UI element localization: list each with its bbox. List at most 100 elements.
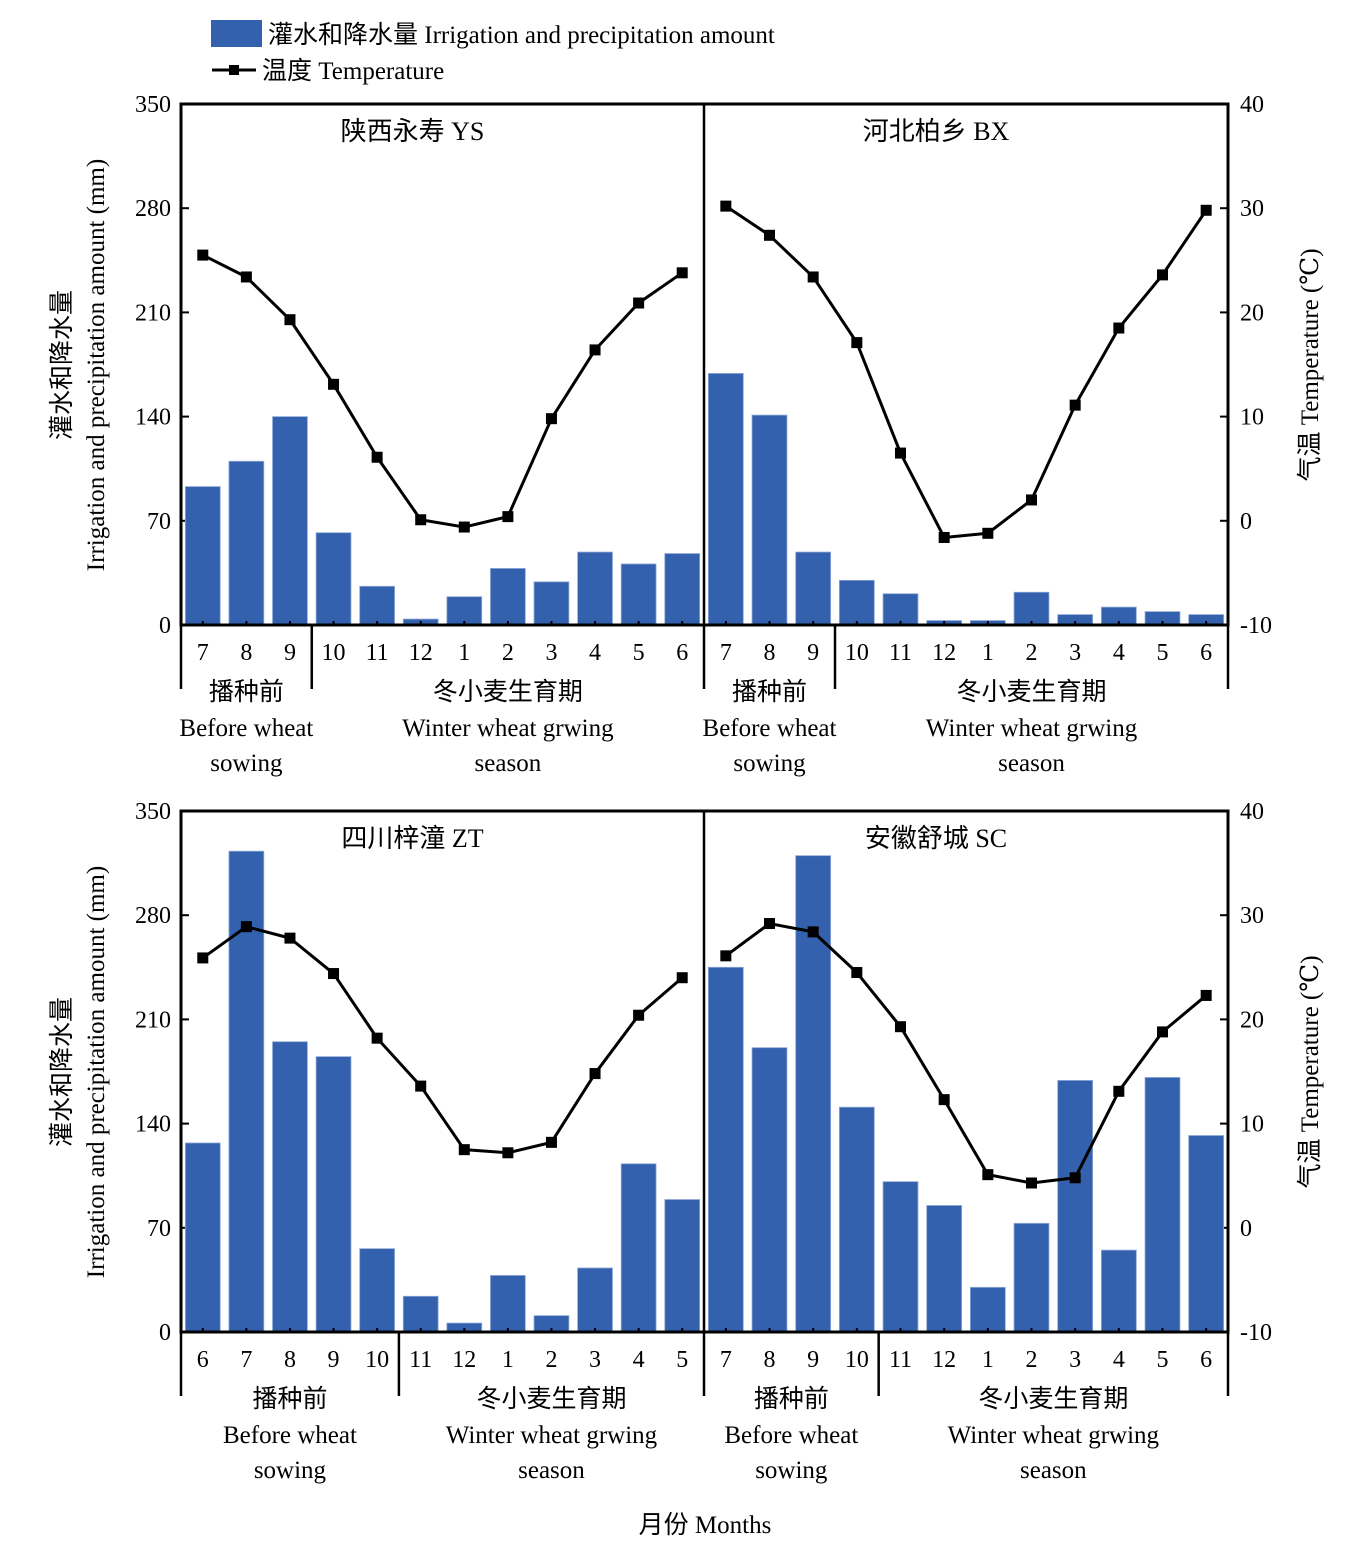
period-label-season-en: Winter wheat grwing bbox=[926, 715, 1138, 742]
bar bbox=[795, 551, 832, 626]
temperature-marker bbox=[633, 297, 645, 309]
temperature-marker bbox=[328, 968, 340, 980]
period-label-season-en: Winter wheat grwing bbox=[446, 1422, 658, 1449]
temperature-marker bbox=[676, 972, 688, 984]
temperature-marker bbox=[1200, 204, 1212, 216]
x-tick-label: 11 bbox=[366, 640, 389, 666]
x-tick-label: 8 bbox=[240, 640, 252, 666]
temperature-marker bbox=[633, 1009, 645, 1021]
period-label-before-en: Before wheat bbox=[724, 1422, 858, 1449]
bar bbox=[664, 553, 701, 626]
temperature-line bbox=[724, 922, 1208, 1185]
right-tick-label: 40 bbox=[1240, 799, 1264, 825]
bar bbox=[315, 1056, 352, 1333]
left-tick-label: 70 bbox=[147, 509, 171, 535]
bar bbox=[577, 551, 613, 626]
temperature-marker bbox=[415, 1080, 427, 1092]
x-tick-label: 8 bbox=[284, 1347, 296, 1373]
x-tick-label: 10 bbox=[322, 640, 346, 666]
period-label-before-cn: 播种前 bbox=[732, 678, 807, 706]
x-tick-label: 4 bbox=[633, 1347, 645, 1373]
temperature-marker bbox=[284, 314, 296, 326]
x-tick-label: 10 bbox=[845, 1347, 869, 1373]
period-label-season-en: season bbox=[998, 750, 1065, 777]
x-tick-label: 3 bbox=[589, 1347, 601, 1373]
bar bbox=[359, 1248, 395, 1333]
temperature-marker bbox=[284, 932, 296, 944]
temperature-marker bbox=[807, 926, 819, 938]
period-label-before-cn: 播种前 bbox=[252, 1385, 327, 1413]
x-tick-label: 12 bbox=[932, 1347, 956, 1373]
period-label-before-cn: 播种前 bbox=[754, 1385, 829, 1413]
x-tick-label: 6 bbox=[1200, 1347, 1212, 1373]
temperature-line bbox=[202, 253, 684, 529]
temperature-marker bbox=[764, 918, 775, 930]
x-tick-label: 8 bbox=[764, 1347, 776, 1373]
right-tick-label: 30 bbox=[1240, 196, 1264, 222]
legend: 灌水和降水量 Irrigation and precipitation amou… bbox=[211, 20, 775, 85]
bar bbox=[707, 373, 744, 626]
right-tick-label: -10 bbox=[1240, 1320, 1272, 1346]
panel-title: 安徽舒城 SC bbox=[865, 824, 1007, 853]
bar bbox=[184, 1142, 221, 1333]
bar bbox=[882, 593, 919, 626]
left-tick-label: 280 bbox=[135, 196, 171, 222]
bar bbox=[272, 416, 308, 626]
x-tick-label: 4 bbox=[1113, 1347, 1125, 1373]
x-tick-label: 1 bbox=[458, 640, 470, 666]
period-label-season-en: season bbox=[475, 750, 542, 777]
temperature-marker bbox=[938, 531, 950, 543]
x-tick-label: 3 bbox=[545, 640, 557, 666]
x-tick-label: 3 bbox=[1069, 640, 1081, 666]
right-axis-label: 气温 Temperature (℃) bbox=[1296, 248, 1324, 481]
temperature-marker bbox=[1069, 1172, 1081, 1184]
x-tick-label: 4 bbox=[589, 640, 601, 666]
period-label-before-en: Before wheat bbox=[703, 715, 837, 742]
temperature-marker bbox=[197, 952, 209, 964]
x-tick-label: 10 bbox=[365, 1347, 389, 1373]
left-tick-label: 0 bbox=[159, 1320, 171, 1346]
temperature-marker bbox=[1069, 399, 1081, 411]
temperature-marker bbox=[1200, 989, 1212, 1001]
left-axis-label-en: Irrigation and precipitation amount (mm) bbox=[83, 159, 110, 571]
left-tick-label: 350 bbox=[135, 92, 171, 118]
x-tick-label: 1 bbox=[982, 640, 994, 666]
bar bbox=[1144, 1077, 1181, 1333]
period-label-season-cn: 冬小麦生育期 bbox=[978, 1385, 1128, 1413]
x-tick-label: 7 bbox=[720, 1347, 732, 1373]
temperature-marker bbox=[240, 271, 252, 283]
x-tick-label: 7 bbox=[240, 1347, 252, 1373]
temperature-marker bbox=[720, 950, 732, 962]
temperature-marker bbox=[1026, 1177, 1037, 1189]
bar bbox=[446, 596, 483, 626]
x-tick-label: 6 bbox=[1200, 640, 1212, 666]
x-tick-label: 1 bbox=[502, 1347, 514, 1373]
right-tick-label: 40 bbox=[1240, 92, 1264, 118]
temperature-marker bbox=[764, 229, 775, 241]
bar bbox=[707, 966, 744, 1333]
right-tick-label: 10 bbox=[1240, 405, 1264, 431]
left-tick-label: 140 bbox=[135, 405, 171, 431]
period-label-season-en: season bbox=[518, 1457, 585, 1484]
temperature-marker bbox=[240, 921, 252, 933]
left-tick-label: 350 bbox=[135, 799, 171, 825]
bar bbox=[751, 1047, 788, 1333]
temperature-marker bbox=[502, 1147, 514, 1159]
bar bbox=[1100, 1249, 1137, 1333]
period-label-before-en: Before wheat bbox=[223, 1422, 357, 1449]
bar bbox=[1188, 1135, 1225, 1333]
left-tick-label: 210 bbox=[135, 300, 171, 326]
temperature-marker bbox=[458, 521, 470, 533]
left-tick-label: 210 bbox=[135, 1007, 171, 1033]
temperature-marker bbox=[371, 1032, 383, 1044]
temperature-marker bbox=[895, 1021, 906, 1033]
x-axis-label: 月份 Months bbox=[639, 1511, 772, 1539]
x-tick-label: 3 bbox=[1069, 1347, 1081, 1373]
bar bbox=[838, 579, 875, 626]
bar bbox=[533, 581, 570, 626]
x-tick-label: 12 bbox=[409, 640, 433, 666]
